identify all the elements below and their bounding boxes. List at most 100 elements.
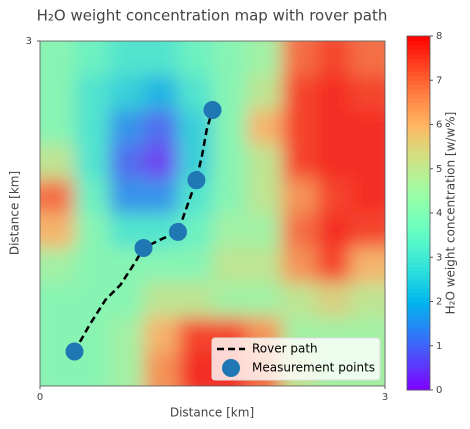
colorbar-segment [407,239,430,245]
colorbar-segment [407,133,430,139]
colorbar-tick-label: 1 [436,341,442,352]
heatmap-cell [40,144,75,180]
heatmap-cell [178,282,213,318]
x-axis-label: Distance [km] [170,406,254,420]
colorbar-segment [407,350,430,356]
colorbar-segment [407,319,430,325]
heatmap-cell [350,213,385,249]
heatmap-cell [212,213,248,249]
colorbar-segment [407,164,430,170]
colorbar-segment [407,354,430,360]
colorbar-segment [407,248,430,254]
colorbar-segment [407,314,430,320]
heatmap-cell [109,179,144,214]
colorbar-segment [407,49,430,55]
colorbar-segment [407,106,430,112]
chart-title: H₂O weight concentration map with rover … [37,7,388,25]
colorbar-segment [407,310,430,316]
colorbar-segment [407,217,430,223]
heatmap-cell [74,75,110,111]
colorbar-segment [407,36,430,41]
heatmap-cell [143,110,179,145]
heatmap-cell [178,41,213,76]
colorbar-segment [407,199,430,205]
colorbar: 0 1 2 3 4 5 6 7 8 [406,31,442,396]
heatmap-cell [316,41,351,76]
colorbar-segment [407,97,430,103]
heatmap-cell [143,317,179,352]
heatmap-cell [40,75,75,111]
heatmap-cell [281,248,317,283]
measurement-point [169,222,187,241]
colorbar-segment [407,146,430,152]
legend-box [211,337,381,381]
heatmap-cell [247,213,282,249]
colorbar-segment [407,58,430,64]
heatmap-cell [109,144,144,180]
heatmap-cell [350,75,385,111]
heatmap-cell [74,213,110,249]
y-tick-label: 3 [26,36,32,47]
heatmap-cell [247,75,282,111]
legend-marker [222,359,240,377]
colorbar-segment [407,75,430,81]
heatmap-cell [316,282,351,318]
colorbar-segment [407,270,430,276]
heatmap-cell [74,248,110,283]
colorbar-segment [407,297,430,302]
heatmap-cell [178,248,213,283]
colorbar-segment [407,177,430,183]
heatmap-cell [40,282,75,318]
heatmap-cell [74,41,110,76]
heatmap-cell [74,179,110,214]
heatmap-cell [109,351,144,386]
x-tick-label: 0 [37,392,43,403]
colorbar-segment [407,151,430,156]
colorbar-segment [407,66,430,72]
heatmap-cell [247,41,282,76]
colorbar-segment [407,186,430,192]
colorbar-segment [407,208,430,214]
measurement-point [203,101,222,119]
heatmap-cell [212,144,248,180]
colorbar-segment [407,89,430,95]
colorbar-segment [407,93,430,99]
heatmap-cell [350,41,385,76]
colorbar-segment [407,111,430,117]
heatmap-cell [212,179,248,214]
heatmap-cell [143,75,179,111]
heatmap-cell [212,41,248,76]
x-tick-label: 3 [382,392,388,403]
heatmap-cell [316,213,351,249]
colorbar-segment [407,213,430,218]
heatmap-cell [281,41,317,76]
y-axis-label: Distance [km] [8,171,22,255]
colorbar-segment [407,283,430,289]
colorbar-segment [407,243,430,249]
heatmap-cell [40,248,75,283]
colorbar-segment [407,345,430,351]
heatmap-cell [109,317,144,352]
heatmap-cell [281,110,317,145]
measurement-point [134,239,153,257]
colorbar-segment [407,363,430,369]
heatmap-cell [316,144,351,180]
colorbar-segment [407,235,430,241]
colorbar-segment [407,261,430,267]
colorbar-segment [407,124,430,130]
heatmap-cell [281,282,317,318]
colorbar-segment [407,120,430,125]
heatmap-cell [109,110,144,145]
heatmap-cell [74,110,110,145]
colorbar-segment [407,359,430,364]
heatmap-cells [40,41,385,386]
colorbar-segment [407,102,430,108]
heatmap [40,41,385,386]
heatmap-cell [74,282,110,318]
colorbar-segment [407,62,430,68]
colorbar-segment [407,257,430,263]
heatmap-cell [247,179,282,214]
heatmap-cell [143,351,179,386]
colorbar-segment [407,173,430,179]
